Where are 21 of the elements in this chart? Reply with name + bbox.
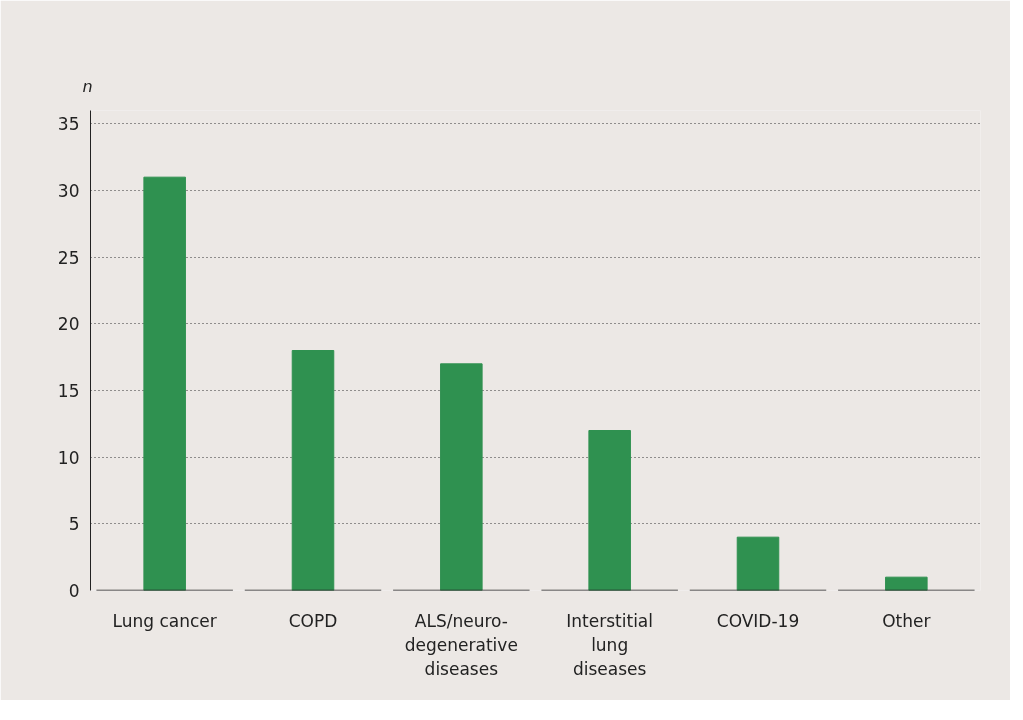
- bar: [885, 576, 928, 591]
- x-tick-label: COVID-19: [716, 610, 800, 631]
- y-tick-label: 30: [57, 181, 80, 201]
- x-tick-label: COPD: [288, 610, 338, 631]
- x-tick-label: Other: [882, 610, 931, 631]
- x-tick-label: Interstitial lung diseases: [566, 610, 654, 679]
- y-tick-label: 15: [57, 381, 80, 401]
- y-tick-label: 25: [57, 247, 80, 268]
- bar: [440, 363, 483, 591]
- x-tick-label: Lung cancer: [112, 610, 217, 631]
- y-tick-label: 5: [68, 514, 80, 535]
- y-tick-label: 10: [57, 447, 80, 468]
- y-tick-label: 0: [68, 581, 80, 601]
- bar: [588, 430, 631, 591]
- y-axis-title: n: [82, 76, 93, 96]
- bar: [736, 536, 780, 591]
- bar: [143, 176, 186, 591]
- bar: [291, 350, 335, 591]
- x-tick-label: ALS/neuro- degenerative diseases: [404, 610, 518, 679]
- y-tick-label: 35: [57, 114, 80, 135]
- y-tick-label: 20: [57, 314, 80, 335]
